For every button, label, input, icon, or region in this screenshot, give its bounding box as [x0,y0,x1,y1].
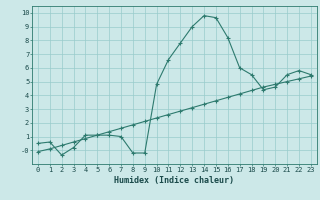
X-axis label: Humidex (Indice chaleur): Humidex (Indice chaleur) [115,176,234,185]
